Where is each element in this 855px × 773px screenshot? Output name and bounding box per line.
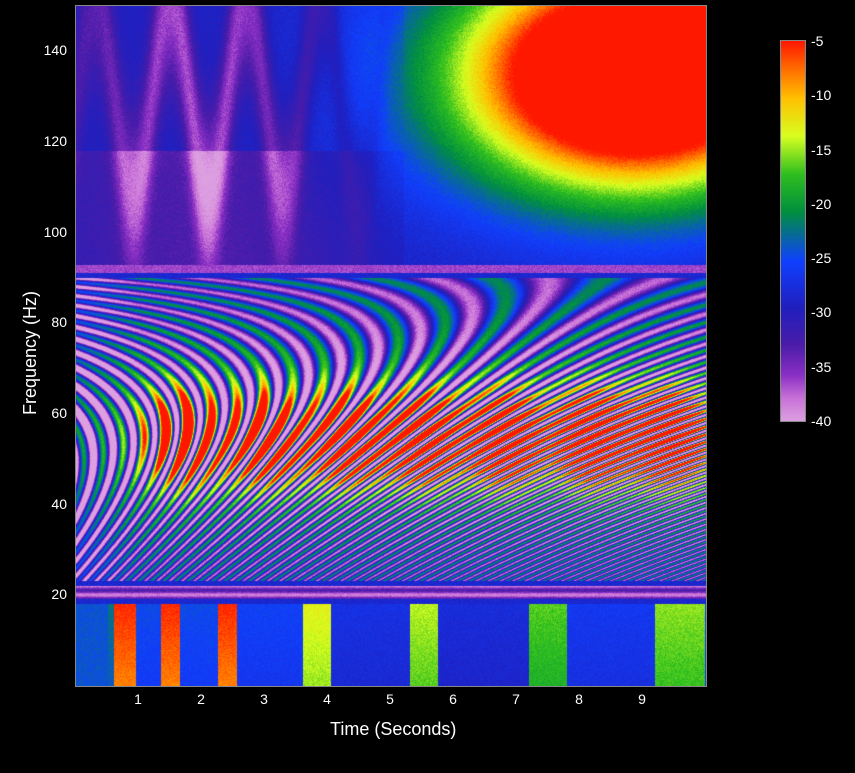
colorbar-tick-label: -20 — [805, 196, 831, 212]
x-tick-label: 6 — [449, 691, 457, 707]
y-axis-label: Frequency (Hz) — [20, 291, 41, 415]
colorbar-tick-label: -25 — [805, 250, 831, 266]
colorbar-tick-label: -40 — [805, 413, 831, 429]
x-tick-label: 1 — [134, 691, 142, 707]
colorbar-tick-label: -5 — [805, 33, 823, 49]
y-tick-label: 140 — [0, 42, 67, 58]
colorbar-tick-label: -15 — [805, 142, 831, 158]
x-tick-label: 4 — [323, 691, 331, 707]
y-tick-label: 40 — [0, 496, 67, 512]
colorbar-tick-label: -30 — [805, 304, 831, 320]
x-tick-label: 5 — [386, 691, 394, 707]
x-tick-label: 8 — [575, 691, 583, 707]
colorbar-tick-label: -10 — [805, 87, 831, 103]
spectrogram-plot — [75, 5, 707, 687]
x-tick-label: 7 — [512, 691, 520, 707]
spectrogram-canvas — [76, 6, 706, 686]
colorbar-tick-label: -35 — [805, 359, 831, 375]
x-tick-label: 9 — [638, 691, 646, 707]
colorbar-canvas — [781, 41, 805, 421]
x-tick-label: 3 — [260, 691, 268, 707]
x-tick-label: 2 — [197, 691, 205, 707]
x-axis-label: Time (Seconds) — [330, 719, 456, 740]
y-tick-label: 120 — [0, 133, 67, 149]
y-tick-label: 20 — [0, 586, 67, 602]
y-tick-label: 100 — [0, 224, 67, 240]
colorbar: -40-35-30-25-20-15-10-5 — [780, 40, 806, 422]
